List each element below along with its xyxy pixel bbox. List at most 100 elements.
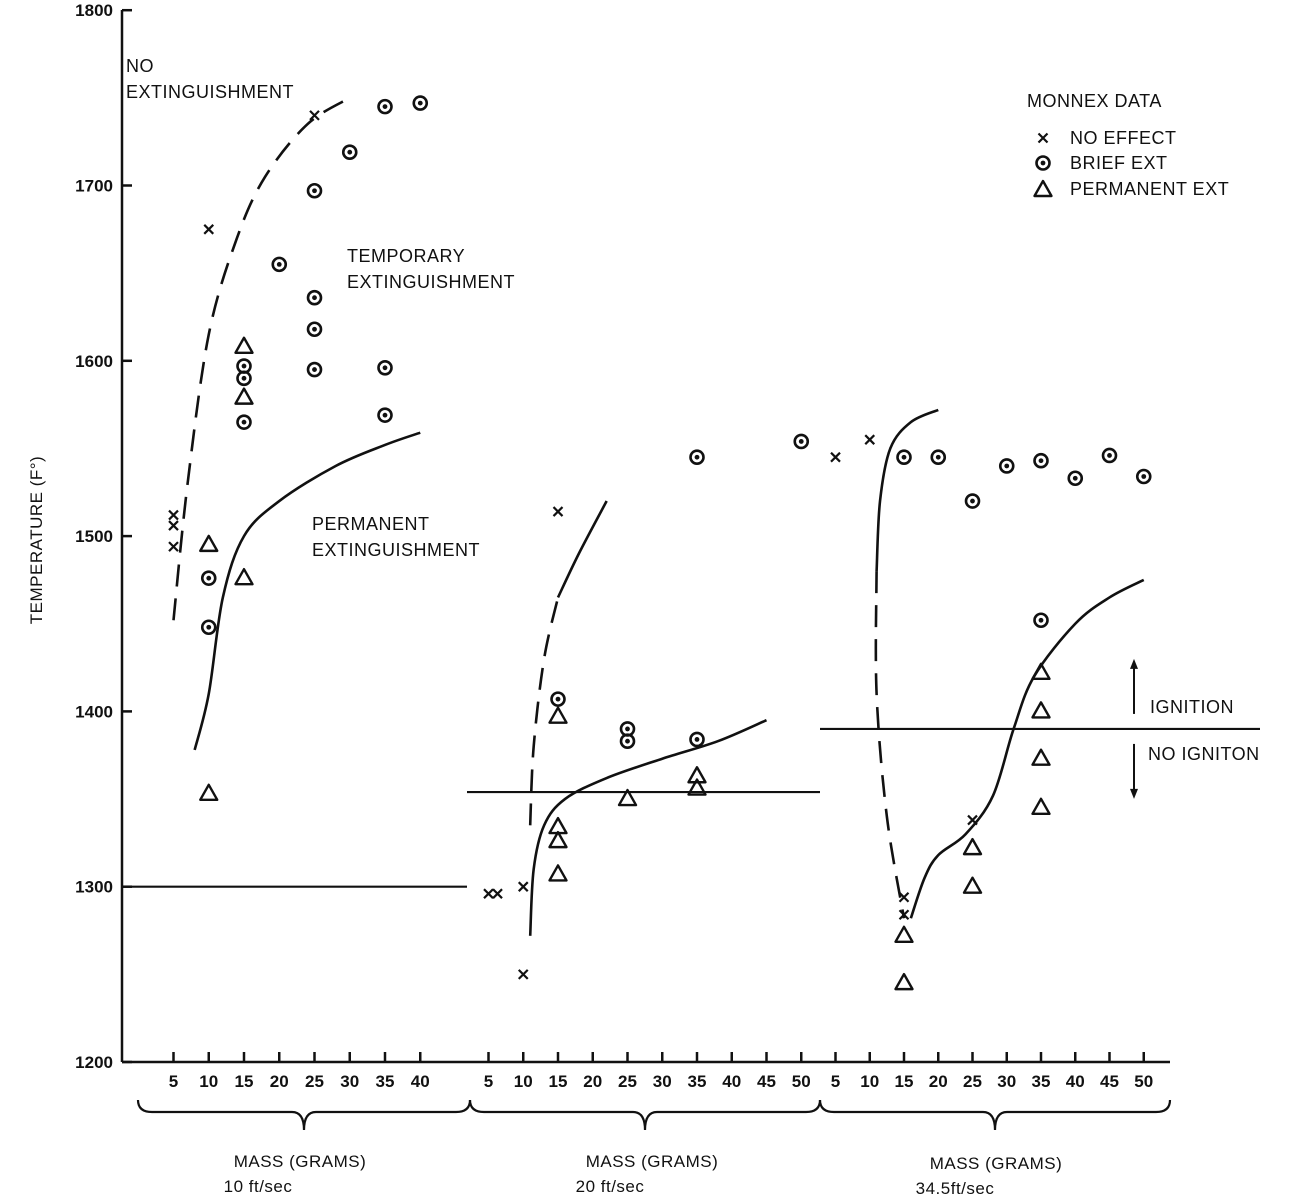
x-tick-label-g3-35: 35 — [1032, 1072, 1051, 1091]
point-no-effect-g3-4 — [967, 814, 978, 826]
point-no-effect-g2-1 — [492, 888, 503, 899]
legend: MONNEX DATA NO EFFECT BRIEF EXT PERMANEN… — [1027, 91, 1229, 199]
y-tick-label-1600: 1600 — [75, 352, 113, 371]
x-tick-label-g3-40: 40 — [1066, 1072, 1085, 1091]
annotation-perm-ext-line2: EXTINGUISHMENT — [312, 540, 480, 560]
point-no-effect-g3-0 — [830, 451, 841, 463]
solid-boundary-group-3 — [909, 578, 1145, 919]
group-2-label: MASS (GRAMS) — [586, 1152, 719, 1171]
annotation-ignition: IGNITION — [1150, 697, 1234, 717]
point-brief-ext-g3-4 — [1033, 452, 1049, 469]
point-brief-ext-g1-11 — [377, 98, 393, 115]
point-brief-ext-g1-4 — [236, 414, 252, 430]
point-no-effect-g1-2 — [168, 541, 179, 552]
point-permanent-ext-g2-0 — [548, 706, 568, 724]
dashed-boundary-group-2 — [528, 597, 560, 826]
annotation-perm-ext-line1: PERMANENT — [312, 514, 430, 534]
legend-title: MONNEX DATA — [1027, 91, 1162, 111]
point-no-effect-g2-3 — [517, 969, 529, 980]
data-marks — [168, 95, 1152, 991]
point-brief-ext-g1-10 — [341, 144, 358, 160]
point-brief-ext-g1-12 — [377, 360, 393, 376]
solid-upper-boundary-group-3 — [875, 408, 939, 572]
annotation-no-ext-line1: NO — [126, 56, 154, 76]
point-permanent-ext-g1-1 — [199, 783, 219, 801]
y-tick-label-1400: 1400 — [75, 702, 113, 721]
point-permanent-ext-g2-5 — [687, 766, 707, 784]
point-no-effect-g2-4 — [552, 506, 564, 517]
point-no-effect-g2-0 — [483, 888, 494, 899]
point-brief-ext-g1-1 — [200, 619, 217, 636]
point-brief-ext-g2-0 — [550, 691, 566, 707]
point-no-effect-g3-3 — [898, 909, 910, 921]
ignition-arrow-down-head — [1130, 788, 1138, 799]
axes: 1200 1300 1400 1500 1600 1700 1800 5 10 15 20 25 30 3… — [75, 1, 1172, 1131]
legend-symbol-brief-ext — [1035, 155, 1051, 171]
point-brief-ext-g1-6 — [306, 182, 323, 199]
point-permanent-ext-g3-0 — [894, 925, 914, 943]
point-permanent-ext-g3-6 — [1031, 748, 1051, 766]
point-permanent-ext-g3-7 — [1031, 797, 1051, 816]
group-1-label: MASS (GRAMS) — [234, 1152, 367, 1171]
legend-symbol-no-effect — [1037, 132, 1049, 144]
point-brief-ext-g1-9 — [306, 361, 323, 378]
point-brief-ext-g2-4 — [689, 449, 705, 466]
group-3-sublabel: 34.5ft/sec — [916, 1179, 995, 1198]
point-brief-ext-g3-5 — [1033, 612, 1049, 629]
x-tick-label-g1-5: 5 — [169, 1072, 178, 1091]
x-tick-label-g2-30: 30 — [653, 1072, 672, 1091]
annotation-no-ext-line2: EXTINGUISHMENT — [126, 82, 294, 102]
point-brief-ext-g1-3 — [236, 370, 252, 387]
legend-label-permanent-ext: PERMANENT EXT — [1070, 179, 1229, 199]
x-tick-label-g2-35: 35 — [688, 1072, 707, 1091]
group-1-sublabel: 10 ft/sec — [224, 1177, 293, 1196]
dashed-boundary-group-3 — [874, 571, 906, 919]
y-tick-label-1500: 1500 — [75, 527, 113, 546]
group-2-sublabel: 20 ft/sec — [576, 1177, 645, 1196]
point-permanent-ext-g2-4 — [617, 788, 638, 807]
x-tick-label-g2-5: 5 — [484, 1072, 493, 1091]
ignition-arrow-up-head — [1130, 658, 1138, 669]
dashed-boundary-group-1 — [172, 96, 351, 621]
point-permanent-ext-g1-0 — [199, 534, 219, 553]
y-axis-label: TEMPERATURE (F°) — [27, 456, 46, 624]
x-tick-label-g2-50: 50 — [792, 1072, 811, 1091]
point-permanent-ext-g1-3 — [234, 387, 254, 405]
y-tick-label-1800: 1800 — [75, 1, 113, 20]
point-no-effect-g1-0 — [168, 509, 179, 521]
x-tick-label-g3-25: 25 — [963, 1072, 982, 1091]
point-permanent-ext-g2-2 — [548, 830, 568, 849]
point-permanent-ext-g3-2 — [962, 837, 983, 856]
point-no-effect-g3-1 — [864, 434, 876, 445]
point-permanent-ext-g1-4 — [234, 567, 254, 586]
point-brief-ext-g1-0 — [200, 570, 217, 586]
point-brief-ext-g1-13 — [377, 407, 393, 423]
point-permanent-ext-g2-6 — [687, 778, 707, 796]
point-brief-ext-g3-1 — [930, 449, 947, 466]
x-tick-label-g3-20: 20 — [929, 1072, 948, 1091]
curves — [122, 96, 1260, 936]
y-tick-label-1700: 1700 — [75, 177, 113, 196]
point-brief-ext-g3-6 — [1067, 470, 1084, 487]
x-tick-label-g3-15: 15 — [895, 1072, 914, 1091]
point-permanent-ext-g3-5 — [1031, 701, 1051, 719]
legend-label-brief-ext: BRIEF EXT — [1070, 153, 1168, 173]
point-no-effect-g2-2 — [517, 881, 529, 892]
point-permanent-ext-g3-1 — [894, 972, 914, 991]
point-brief-ext-g1-5 — [271, 256, 288, 273]
brace-group-3 — [818, 1099, 1172, 1131]
point-brief-ext-g3-3 — [998, 458, 1015, 474]
x-tick-label-g1-10: 10 — [199, 1072, 218, 1091]
point-no-effect-g1-3 — [203, 224, 215, 235]
point-brief-ext-g2-3 — [689, 731, 705, 748]
x-tick-label-g2-20: 20 — [583, 1072, 602, 1091]
point-brief-ext-g3-8 — [1135, 468, 1152, 485]
x-tick-label-g1-20: 20 — [270, 1072, 289, 1091]
point-brief-ext-g2-2 — [619, 733, 636, 750]
brace-group-1 — [136, 1099, 472, 1131]
x-tick-label-g3-30: 30 — [997, 1072, 1016, 1091]
x-tick-label-g2-25: 25 — [618, 1072, 637, 1091]
point-permanent-ext-g3-4 — [1031, 662, 1051, 681]
x-tick-label-g1-15: 15 — [235, 1072, 254, 1091]
point-brief-ext-g2-5 — [793, 433, 810, 450]
